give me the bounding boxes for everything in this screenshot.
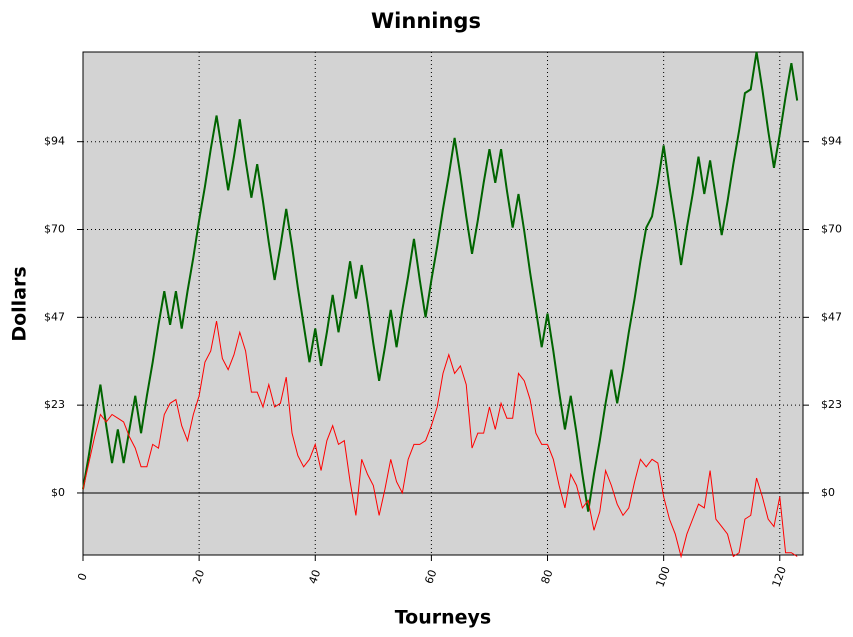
x-tick-label: 20 xyxy=(190,568,207,586)
plot-area xyxy=(82,51,804,556)
y2-tick-label: $94 xyxy=(821,135,842,148)
y2-tick-label: $70 xyxy=(821,223,842,236)
x-tick-label: 80 xyxy=(539,568,556,586)
y2-tick-label: $0 xyxy=(821,486,835,499)
y-tick-label: $70 xyxy=(44,223,65,236)
x-tick-label: 120 xyxy=(770,565,789,589)
y-tick-label: $94 xyxy=(44,135,65,148)
y-tick-label: $0 xyxy=(51,486,65,499)
x-tick-label: 40 xyxy=(306,568,323,586)
y2-tick-label: $23 xyxy=(821,398,842,411)
y-tick-label: $23 xyxy=(44,398,65,411)
chart-title: Winnings xyxy=(371,9,481,33)
x-axis-title: Tourneys xyxy=(395,607,492,629)
x-tick-label: 100 xyxy=(653,565,672,589)
line-series xyxy=(82,320,798,559)
y-tick-label: $47 xyxy=(44,310,65,323)
line-series xyxy=(82,51,799,512)
x-tick-label: 60 xyxy=(422,568,439,586)
x-tick-label: 0 xyxy=(75,571,90,582)
y2-tick-label: $47 xyxy=(821,310,842,323)
y-axis-title: Dollars xyxy=(9,266,31,341)
